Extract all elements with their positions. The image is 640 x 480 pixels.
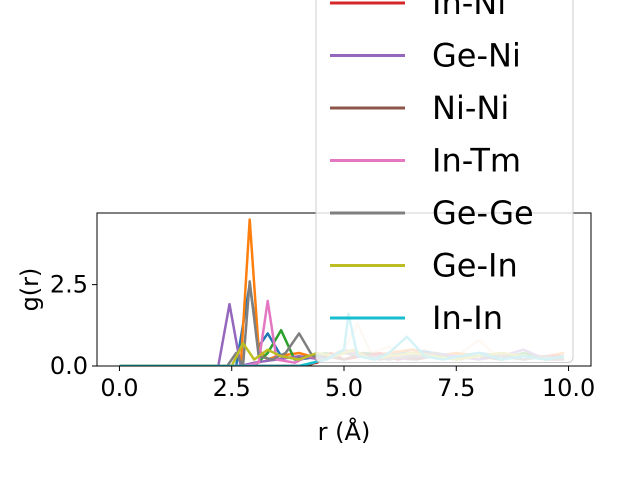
legend-item: In-In <box>330 299 503 337</box>
legend-label: Ge-Ni <box>432 37 521 75</box>
legend-label: In-Tm <box>432 142 521 180</box>
x-tick-label: 7.5 <box>437 374 475 402</box>
legend-item: In-Ni <box>330 0 506 22</box>
legend-item: In-Tm <box>330 142 521 180</box>
legend-box <box>315 0 574 363</box>
y-axis-label: g(r) <box>16 268 44 312</box>
legend-item: Ge-Ni <box>330 37 521 75</box>
x-axis: 0.0 2.5 5.0 7.5 10.0 <box>100 366 595 402</box>
legend-item: Ni-Ni <box>330 89 509 127</box>
x-tick-label: 2.5 <box>213 374 251 402</box>
legend-item: Ge-In <box>330 247 518 285</box>
legend-label: Ni-Ni <box>432 89 509 127</box>
legend-item: Ge-Ge <box>330 194 534 232</box>
legend-label: In-Ni <box>432 0 506 22</box>
y-tick-label: 2.5 <box>50 271 88 299</box>
x-tick-label: 10.0 <box>542 374 595 402</box>
y-tick-label: 0.0 <box>50 352 88 380</box>
legend-label: In-In <box>432 299 503 337</box>
x-tick-label: 5.0 <box>325 374 363 402</box>
y-axis: 0.0 2.5 <box>50 271 97 380</box>
x-axis-label: r (Å) <box>318 417 371 446</box>
legend: In-Ni Ge-Ni Ni-Ni In-Tm Ge-Ge Ge-In In-In <box>315 0 574 363</box>
legend-label: Ge-Ge <box>432 194 534 232</box>
legend-label: Ge-In <box>432 247 518 285</box>
x-tick-label: 0.0 <box>100 374 138 402</box>
